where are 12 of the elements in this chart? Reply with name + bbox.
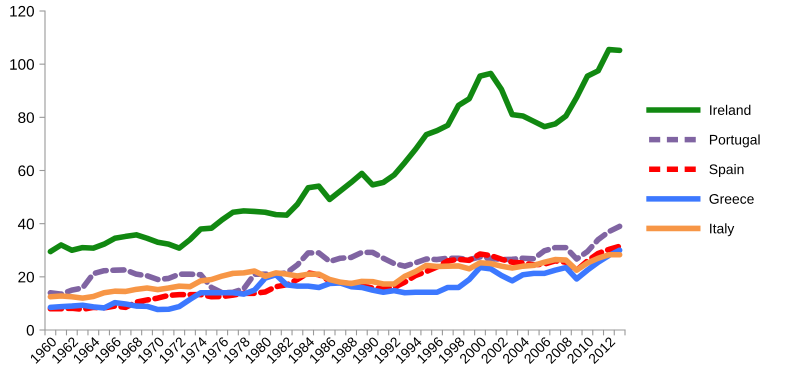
y-tick-label: 40 [18, 218, 34, 230]
y-tick-label: 0 [26, 324, 34, 336]
y-tick-label: 120 [10, 6, 34, 17]
y-tick-label: 80 [18, 112, 34, 124]
legend-label: Italy [710, 223, 734, 236]
legend-label: Ireland [710, 104, 750, 115]
y-tick-label: 20 [18, 272, 34, 283]
legend-label: Greece [710, 194, 754, 204]
y-tick-label: 100 [10, 59, 34, 70]
legend-label: Portugal [710, 134, 760, 148]
legend-label: Spain [709, 164, 744, 177]
y-tick-label: 60 [18, 165, 34, 176]
